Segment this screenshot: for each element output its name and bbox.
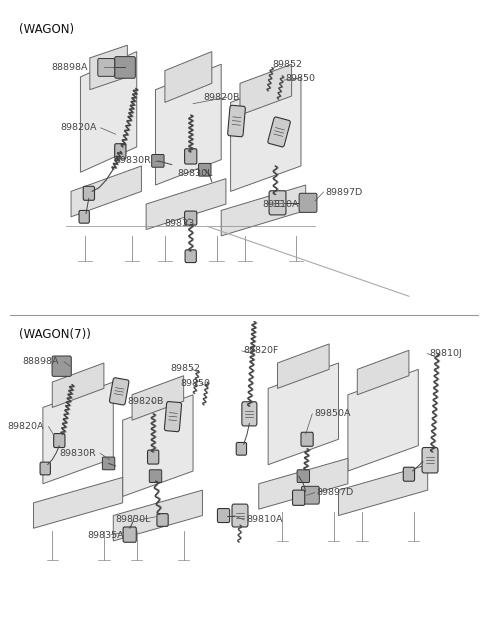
Polygon shape bbox=[277, 344, 329, 389]
Text: 89852: 89852 bbox=[170, 364, 200, 373]
Polygon shape bbox=[221, 185, 306, 236]
FancyBboxPatch shape bbox=[115, 57, 135, 78]
Polygon shape bbox=[52, 363, 104, 408]
FancyBboxPatch shape bbox=[199, 164, 211, 176]
FancyBboxPatch shape bbox=[79, 210, 89, 223]
FancyBboxPatch shape bbox=[217, 508, 229, 522]
FancyBboxPatch shape bbox=[422, 448, 438, 473]
Polygon shape bbox=[268, 363, 338, 464]
Text: (WAGON): (WAGON) bbox=[19, 23, 74, 36]
FancyBboxPatch shape bbox=[40, 462, 50, 475]
Polygon shape bbox=[90, 45, 127, 90]
Polygon shape bbox=[165, 52, 212, 103]
Polygon shape bbox=[357, 350, 409, 395]
Polygon shape bbox=[71, 166, 142, 217]
Text: 89810A: 89810A bbox=[246, 515, 283, 524]
Text: 89852: 89852 bbox=[272, 60, 302, 69]
Text: 88898A: 88898A bbox=[51, 63, 87, 72]
Polygon shape bbox=[338, 464, 428, 515]
FancyBboxPatch shape bbox=[115, 144, 126, 159]
FancyBboxPatch shape bbox=[123, 527, 136, 542]
FancyBboxPatch shape bbox=[102, 457, 115, 469]
FancyBboxPatch shape bbox=[54, 434, 65, 448]
Polygon shape bbox=[230, 77, 301, 191]
FancyBboxPatch shape bbox=[147, 450, 159, 464]
Text: 89820B: 89820B bbox=[127, 397, 163, 406]
Text: 89850A: 89850A bbox=[314, 410, 350, 419]
FancyBboxPatch shape bbox=[83, 186, 95, 200]
Polygon shape bbox=[156, 64, 221, 185]
Text: 89897D: 89897D bbox=[325, 187, 362, 196]
Text: 89820A: 89820A bbox=[8, 422, 44, 431]
Text: 89810A: 89810A bbox=[262, 199, 299, 208]
FancyBboxPatch shape bbox=[228, 105, 245, 137]
Polygon shape bbox=[113, 490, 203, 541]
Text: 89830L: 89830L bbox=[178, 169, 213, 178]
Text: 89830R: 89830R bbox=[114, 156, 151, 166]
Text: 89833: 89833 bbox=[165, 219, 195, 228]
Polygon shape bbox=[43, 382, 113, 483]
FancyBboxPatch shape bbox=[149, 469, 162, 482]
FancyBboxPatch shape bbox=[98, 59, 115, 76]
Polygon shape bbox=[240, 64, 291, 115]
Text: 89830R: 89830R bbox=[59, 448, 96, 458]
FancyBboxPatch shape bbox=[236, 443, 247, 455]
Polygon shape bbox=[34, 477, 123, 528]
FancyBboxPatch shape bbox=[152, 155, 164, 168]
FancyBboxPatch shape bbox=[109, 378, 129, 405]
FancyBboxPatch shape bbox=[268, 117, 290, 147]
Text: 89810J: 89810J bbox=[429, 349, 462, 358]
Text: 89820F: 89820F bbox=[244, 347, 279, 355]
Text: 89897D: 89897D bbox=[316, 488, 354, 497]
Polygon shape bbox=[123, 395, 193, 496]
FancyBboxPatch shape bbox=[232, 504, 248, 527]
Text: 89820A: 89820A bbox=[60, 124, 97, 132]
FancyBboxPatch shape bbox=[157, 513, 168, 526]
Text: (WAGON(7)): (WAGON(7)) bbox=[19, 328, 91, 341]
FancyBboxPatch shape bbox=[299, 193, 317, 212]
FancyBboxPatch shape bbox=[403, 467, 415, 481]
Text: 89850: 89850 bbox=[181, 379, 211, 388]
Text: 89830L: 89830L bbox=[116, 515, 151, 524]
FancyBboxPatch shape bbox=[301, 433, 313, 447]
FancyBboxPatch shape bbox=[301, 486, 319, 504]
Text: 88898A: 88898A bbox=[23, 357, 59, 366]
Polygon shape bbox=[132, 376, 184, 420]
Polygon shape bbox=[348, 369, 418, 471]
FancyBboxPatch shape bbox=[297, 469, 310, 482]
FancyBboxPatch shape bbox=[269, 190, 286, 215]
FancyBboxPatch shape bbox=[242, 402, 257, 426]
FancyBboxPatch shape bbox=[52, 356, 71, 376]
Text: 89850: 89850 bbox=[285, 75, 315, 83]
Polygon shape bbox=[81, 52, 137, 173]
FancyBboxPatch shape bbox=[292, 490, 305, 505]
FancyBboxPatch shape bbox=[185, 149, 197, 164]
FancyBboxPatch shape bbox=[165, 401, 181, 432]
Polygon shape bbox=[146, 178, 226, 229]
Text: 89820B: 89820B bbox=[203, 93, 240, 102]
Polygon shape bbox=[259, 459, 348, 509]
FancyBboxPatch shape bbox=[185, 250, 196, 262]
FancyBboxPatch shape bbox=[185, 211, 197, 225]
Text: 89835A: 89835A bbox=[87, 531, 124, 540]
